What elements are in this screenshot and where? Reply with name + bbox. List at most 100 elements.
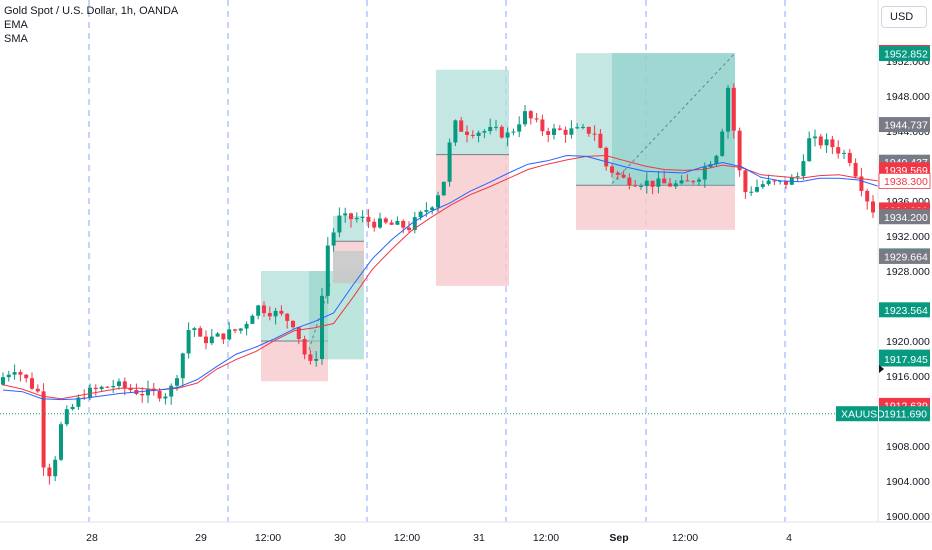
candle-body: [633, 185, 638, 187]
candle-body: [349, 213, 353, 220]
candle-body: [99, 386, 104, 390]
candle-body: [209, 336, 214, 344]
candle-body: [360, 216, 365, 218]
candle-body: [801, 161, 806, 177]
candle-body: [714, 155, 719, 165]
candle-body: [198, 328, 203, 337]
candle-body: [163, 396, 168, 399]
candle-body: [291, 320, 295, 328]
position-stop-zone: [576, 185, 735, 230]
sma-line: [2, 154, 879, 401]
candle-body: [737, 130, 742, 171]
currency-button[interactable]: USD: [881, 6, 927, 28]
position-tools[interactable]: [261, 52, 736, 382]
price-tag-background: [879, 351, 930, 367]
candle-body: [778, 180, 783, 182]
candle-body: [691, 181, 696, 183]
price-axis-tick: 1904.000: [886, 476, 930, 488]
candle-body: [157, 390, 162, 399]
price-tag-background: [879, 209, 930, 225]
position-fill-zone: [309, 271, 364, 360]
candle-body: [546, 131, 551, 135]
candle-body: [285, 313, 290, 321]
candle-body: [337, 215, 342, 233]
price-axis-tick: 1920.000: [886, 336, 930, 348]
candle-body: [128, 387, 133, 391]
candle-body: [12, 372, 17, 375]
price-tags: 1952.9721952.8521944.7371940.4371939.569…: [836, 44, 931, 422]
candle-body: [697, 179, 701, 182]
candle-body: [175, 378, 179, 386]
candle-body: [447, 142, 452, 182]
price-axis-tick: 1932.000: [886, 231, 930, 243]
ema-legend-label[interactable]: EMA: [4, 19, 28, 31]
candle-body: [233, 329, 237, 331]
candle-body: [639, 186, 643, 188]
candle-body: [482, 131, 487, 133]
candle-body: [830, 139, 835, 148]
time-axis-label: 28: [86, 532, 98, 544]
price-tag: 1938.300: [878, 172, 931, 189]
time-axis-label: Sep: [609, 532, 628, 544]
candle-body: [459, 120, 464, 132]
sma-legend-label[interactable]: SMA: [4, 33, 28, 45]
candle-body: [650, 180, 655, 187]
candle-body: [180, 353, 185, 379]
price-tag-background: [879, 248, 930, 264]
candle-body: [598, 133, 603, 148]
price-tag-background: [879, 46, 930, 62]
price-tag-background: [879, 117, 930, 133]
candle-body: [140, 393, 145, 396]
candle-body: [644, 180, 649, 187]
price-tag-label: 1938.300: [884, 176, 928, 188]
ema-line: [2, 154, 879, 400]
candle-body: [511, 131, 516, 133]
candle-body: [1, 377, 5, 385]
candle-body: [192, 328, 197, 331]
price-axis[interactable]: 1952.0001948.0001944.0001940.0001936.000…: [877, 0, 932, 550]
candle-body: [453, 120, 458, 143]
candle-body: [610, 166, 614, 173]
candle-body: [331, 232, 336, 246]
candle-body: [499, 126, 504, 138]
candle-body: [743, 170, 748, 193]
candle-body: [592, 133, 597, 135]
time-axis[interactable]: 28 29 12:00 30 12:00 31 12:00 Sep 12:00 4: [0, 521, 932, 550]
price-axis-tick: 1928.000: [886, 266, 930, 278]
candle-body: [772, 180, 777, 182]
candle-body: [615, 172, 620, 175]
candle-body: [122, 381, 127, 388]
candle-body: [111, 385, 116, 388]
symbol-tag: XAUUSD: [836, 406, 885, 422]
candle-body: [656, 178, 661, 187]
candle-body: [238, 328, 243, 331]
candle-body: [372, 221, 377, 228]
candle-body: [528, 111, 533, 119]
candle-body: [366, 216, 371, 222]
candle-body: [169, 385, 174, 397]
candle-body: [784, 180, 788, 185]
candle-body: [296, 327, 301, 339]
candle-body: [256, 305, 261, 316]
candle-body: [47, 467, 52, 477]
candle-body: [93, 387, 98, 390]
candle-body: [430, 207, 435, 211]
candle-body: [766, 180, 771, 185]
candle-body: [18, 372, 23, 375]
candle-body: [41, 391, 46, 468]
candle-body: [320, 295, 324, 359]
position-fill-zone: [333, 250, 364, 284]
candle-body: [668, 183, 672, 187]
candle-body: [685, 180, 690, 182]
candle-body: [64, 409, 69, 425]
candle-body: [523, 111, 527, 125]
candle-body: [760, 184, 765, 188]
candle-body: [418, 211, 423, 218]
candle-body: [465, 131, 469, 135]
time-axis-label: 12:00: [255, 532, 281, 544]
candle-body: [314, 358, 319, 361]
candle-body: [795, 176, 800, 178]
candle-body: [354, 217, 359, 220]
candle-body: [662, 178, 667, 184]
